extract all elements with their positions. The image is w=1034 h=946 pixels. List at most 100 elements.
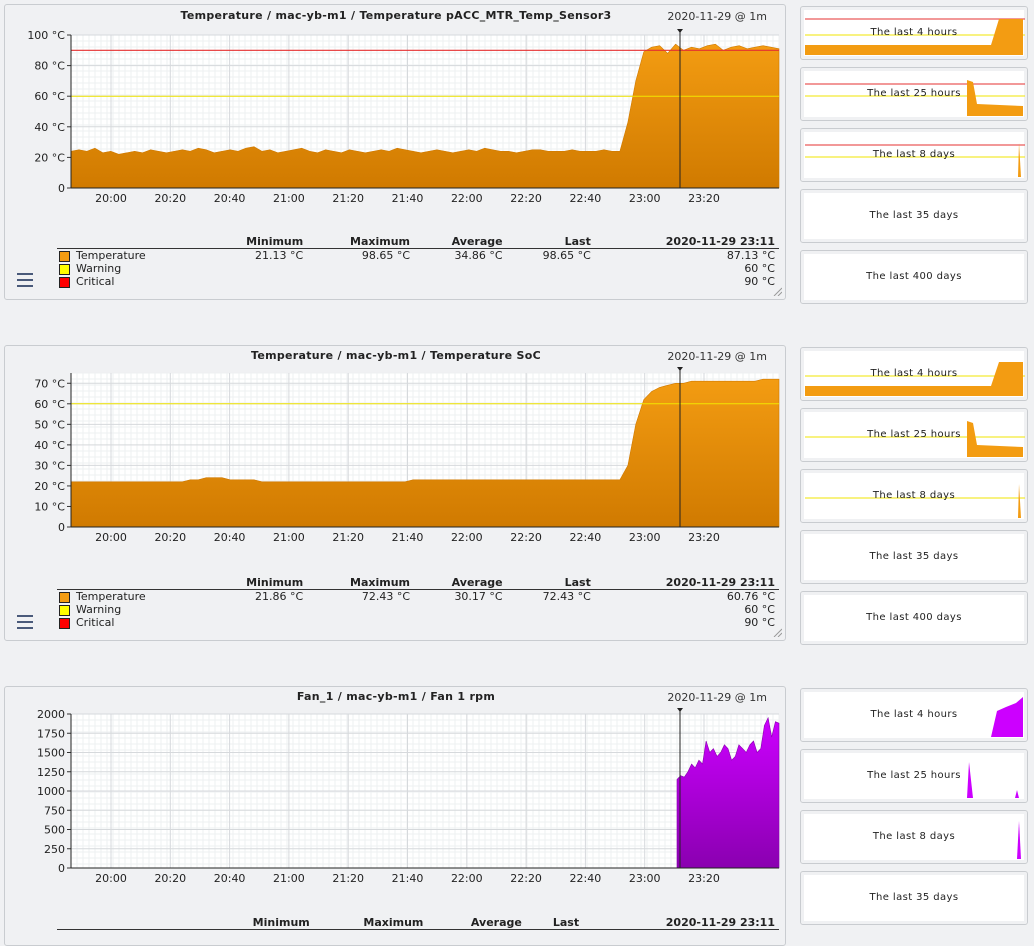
time-marker-head (677, 29, 683, 33)
y-tick-label: 2000 (37, 708, 65, 721)
legend-avg (414, 616, 507, 629)
legend-cur: 60.76 °C (726, 590, 775, 603)
legend-swatch (59, 263, 70, 275)
x-tick-label: 23:20 (688, 192, 720, 205)
timerange-thumbnail[interactable]: The last 8 days (800, 128, 1028, 182)
x-tick-label: 22:40 (570, 872, 602, 885)
x-tick-label: 21:20 (332, 531, 364, 544)
menu-icon[interactable] (17, 273, 33, 291)
timerange-thumbnail[interactable]: The last 400 days (800, 250, 1028, 304)
legend-name: Temperature (76, 249, 146, 262)
legend-row: Warning 60 °C (57, 262, 779, 275)
legend-max (307, 603, 414, 616)
x-tick-label: 22:20 (510, 192, 542, 205)
timerange-thumbnail[interactable]: The last 25 hours (800, 408, 1028, 462)
x-tick-label: 22:20 (510, 531, 542, 544)
legend-swatch (59, 591, 70, 603)
graph-date: 2020-11-29 @ 1m (667, 10, 767, 23)
timerange-thumbnail[interactable]: The last 4 hours (800, 6, 1028, 60)
sparkline-area (1017, 821, 1021, 859)
x-tick-label: 21:20 (332, 872, 364, 885)
x-tick-label: 21:00 (273, 531, 305, 544)
legend-row: Temperature 21.13 °C 98.65 °C 34.86 °C 98.65… (57, 249, 779, 262)
x-tick-label: 21:00 (273, 192, 305, 205)
x-tick-label: 21:40 (392, 872, 424, 885)
resize-handle-icon[interactable] (772, 286, 782, 296)
timerange-thumbnail[interactable]: The last 4 hours (800, 688, 1028, 742)
timerange-thumbnail[interactable]: The last 8 days (800, 469, 1028, 523)
y-tick-label: 20 °C (34, 480, 65, 493)
x-tick-label: 20:00 (95, 872, 127, 885)
sparkline-area (967, 762, 1019, 798)
y-tick-label: 60 °C (34, 398, 65, 411)
timerange-thumbnail[interactable]: The last 35 days (800, 530, 1028, 584)
timerange-label: The last 35 days (869, 210, 959, 221)
sparkline-area (991, 697, 1023, 737)
y-tick-label: 750 (44, 804, 65, 817)
graph-title: Temperature / mac-yb-m1 / Temperature pA… (180, 9, 612, 22)
x-tick-label: 23:20 (688, 531, 720, 544)
y-tick-label: 60 °C (34, 90, 65, 103)
x-tick-label: 20:20 (154, 192, 186, 205)
temperature-chart[interactable]: 20:00 20:20 20:40 21:00 21:20 21:40 22:00 22:20… (5, 5, 787, 215)
legend-last (507, 262, 595, 275)
timerange-thumbnail[interactable]: The last 35 days (800, 189, 1028, 243)
legend-header: Last (506, 575, 595, 590)
legend-last: 72.43 °C (542, 590, 591, 603)
thumbnail-sparkline (1017, 821, 1021, 859)
x-tick-label: 23:00 (629, 192, 661, 205)
legend-name: Critical (76, 275, 115, 288)
timerange-thumbnail[interactable]: The last 8 days (800, 810, 1028, 864)
sparkline-area (1018, 143, 1021, 177)
y-tick-label: 1250 (37, 766, 65, 779)
x-tick-label: 22:00 (451, 872, 483, 885)
legend-swatch (59, 617, 70, 629)
x-tick-label: 22:40 (570, 531, 602, 544)
y-tick-label: 40 °C (34, 121, 65, 134)
y-tick-label: 1000 (37, 785, 65, 798)
y-tick-label: 20 °C (34, 151, 65, 164)
timerange-thumbnail[interactable]: The last 4 hours (800, 347, 1028, 401)
timerange-thumbnail[interactable]: The last 35 days (800, 871, 1028, 925)
x-tick-label: 20:40 (214, 531, 246, 544)
thumbnail-sparkline (805, 18, 1025, 55)
x-tick-label: 22:40 (570, 192, 602, 205)
timerange-label: The last 400 days (866, 612, 962, 623)
series-area (70, 43, 780, 189)
x-tick-label: 20:00 (95, 531, 127, 544)
menu-icon[interactable] (17, 615, 33, 633)
legend-header: Average (414, 575, 507, 590)
legend-row: Critical 90 °C (57, 616, 779, 629)
y-tick-label: 500 (44, 824, 65, 837)
timerange-label: The last 8 days (872, 831, 956, 842)
graph-panel-2: Temperature / mac-yb-m1 / Temperature So… (4, 345, 786, 641)
legend-avg (414, 603, 507, 616)
y-tick-label: 250 (44, 843, 65, 856)
legend-min: 21.86 °C (255, 590, 304, 603)
legend-last (507, 616, 595, 629)
resize-handle-icon[interactable] (772, 627, 782, 637)
x-tick-label: 20:00 (95, 192, 127, 205)
y-tick-label: 100 °C (27, 29, 65, 42)
temperature-chart[interactable]: 20:00 20:20 20:40 21:00 21:20 21:40 22:00 22:20… (5, 346, 787, 556)
thumbnail-sparkline (805, 143, 1025, 177)
series-area (676, 716, 780, 869)
legend-avg: 34.86 °C (454, 249, 503, 262)
legend-min (205, 275, 307, 288)
legend-cur: 90 °C (744, 275, 775, 288)
thumbnail-sparkline (805, 421, 1025, 457)
timerange-thumbnail[interactable]: The last 25 hours (800, 67, 1028, 121)
legend-max (307, 262, 414, 275)
legend-swatch (59, 604, 70, 616)
legend-avg: 30.17 °C (454, 590, 503, 603)
sparkline-area (805, 362, 1023, 396)
fan-chart[interactable]: 20:00 20:20 20:40 21:00 21:20 21:40 22:00 22:20… (5, 687, 787, 897)
x-tick-label: 20:20 (154, 872, 186, 885)
timerange-label: The last 4 hours (870, 368, 958, 379)
thumbnail-sparkline (805, 484, 1025, 518)
x-tick-label: 22:00 (451, 531, 483, 544)
timerange-thumbnail[interactable]: The last 400 days (800, 591, 1028, 645)
timerange-label: The last 8 days (872, 490, 956, 501)
graph-date: 2020-11-29 @ 1m (667, 691, 767, 704)
timerange-thumbnail[interactable]: The last 25 hours (800, 749, 1028, 803)
